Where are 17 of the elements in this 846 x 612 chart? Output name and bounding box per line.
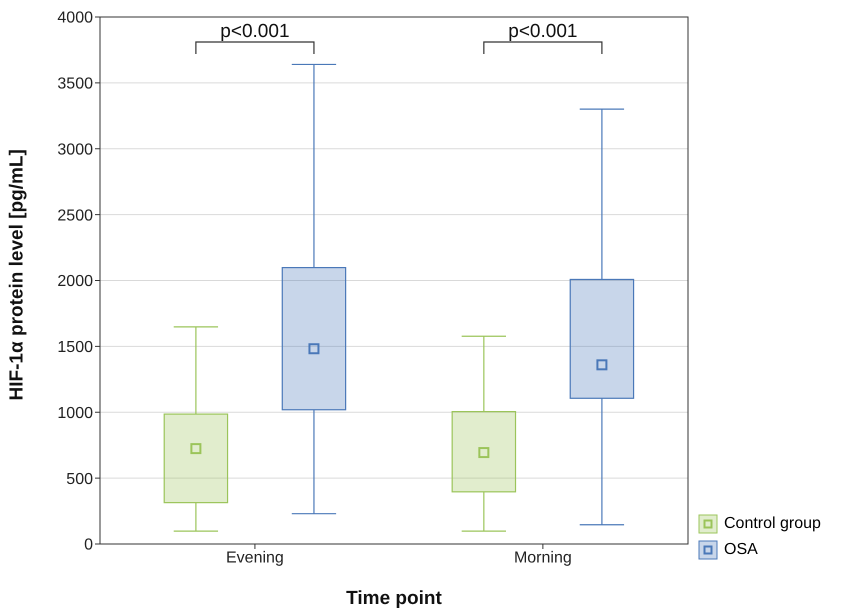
y-tick-label: 1000 <box>57 404 94 422</box>
annotation: p<0.001 <box>220 21 290 42</box>
y-axis-title: HIF-1α protein level [pg/mL] <box>6 149 28 400</box>
y-tick-label: 2500 <box>57 207 94 224</box>
x-tick-label: Morning <box>514 549 572 566</box>
y-tick-label: 3000 <box>57 141 94 158</box>
y-tick-label: 1500 <box>57 339 94 356</box>
y-tick-label: 2000 <box>57 273 94 290</box>
legend-label: Control group <box>724 515 821 533</box>
y-tick-label: 3500 <box>57 76 94 93</box>
y-tick-label: 0 <box>84 536 94 554</box>
y-tick-label: 500 <box>66 470 94 488</box>
annotation: p<0.001 <box>508 21 578 42</box>
y-tick-label: 4000 <box>57 10 94 27</box>
legend-label: OSA <box>724 541 758 559</box>
x-tick-label: Evening <box>226 549 284 566</box>
x-axis-title: Time point <box>346 588 443 609</box>
